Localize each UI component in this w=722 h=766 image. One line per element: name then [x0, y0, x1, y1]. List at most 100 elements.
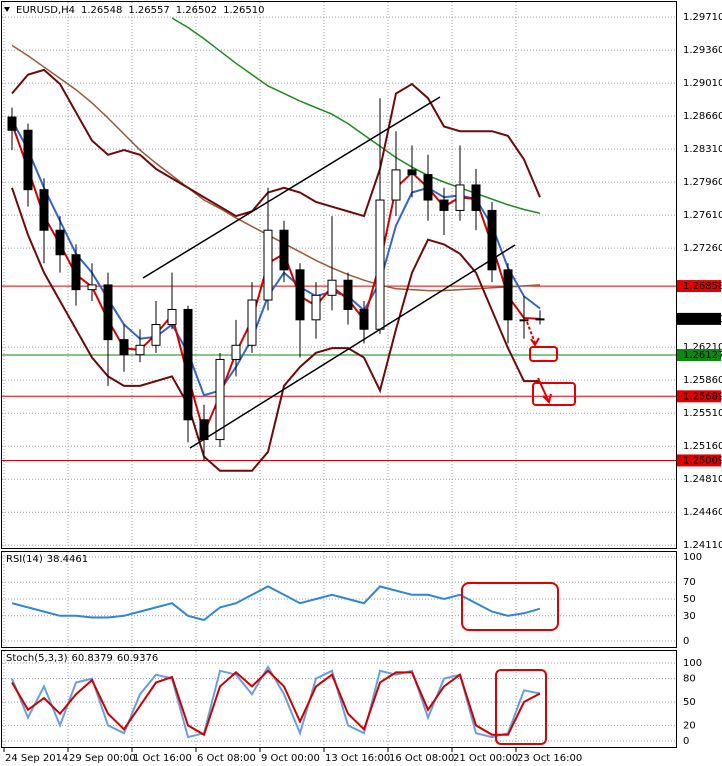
candle-body: [7, 116, 17, 131]
y-tick-label: 1.28310: [683, 144, 722, 155]
indicator-line: [11, 669, 541, 737]
candle-body: [247, 299, 257, 346]
x-tick-label: 24 Sep 2014: [5, 753, 68, 764]
indicator-line: [11, 585, 541, 622]
candle-body: [279, 229, 289, 271]
y-tick-label: 0: [683, 736, 689, 747]
indicator-line: [11, 68, 541, 218]
y-tick-label: 1.29360: [683, 45, 722, 56]
candle-body: [535, 318, 545, 321]
y-tick-label: 1.27610: [683, 210, 722, 221]
candle-body: [71, 254, 81, 291]
candle-body: [503, 269, 513, 321]
y-tick-label: 0: [683, 636, 689, 647]
candle-body: [519, 319, 529, 322]
candle-body: [263, 229, 273, 301]
candle-body: [103, 284, 113, 341]
candle-body: [343, 279, 353, 310]
candle-body: [167, 308, 177, 326]
x-tick-label: 13 Oct 16:00: [325, 753, 390, 764]
y-tick-label: 100: [683, 552, 702, 563]
y-tick-label: 1.27960: [683, 177, 722, 188]
candle-body: [327, 279, 337, 296]
chart-header: EURUSD,H4 1.26548 1.26557 1.26502 1.26510: [16, 5, 264, 16]
x-tick-label: 1 Oct 16:00: [133, 753, 192, 764]
header-value: 1.26502: [176, 5, 217, 16]
candle-body: [487, 209, 497, 271]
stoch-panel-frame: [1, 650, 677, 748]
candle-body: [375, 199, 385, 330]
candle-body: [423, 174, 433, 201]
y-tick-label: 1.26210: [683, 342, 722, 353]
candle-body: [231, 344, 241, 360]
indicator-line: [11, 187, 540, 472]
header-value: 1.26510: [223, 5, 264, 16]
indicator-value: 60.8379: [71, 653, 112, 664]
y-tick-label: 1.25860: [683, 375, 722, 386]
y-tick-label: 1.29010: [683, 78, 722, 89]
y-tick-label: 1.25510: [683, 408, 722, 419]
price-label: 1.25009: [683, 455, 722, 466]
annotations: [461, 321, 576, 745]
x-tick-label: 21 Oct 00:00: [453, 753, 518, 764]
panel-title: Stoch(5,3,3) 60.8379 60.9376: [6, 653, 158, 664]
arrow-head: [530, 337, 540, 347]
rsi-panel-frame: [1, 551, 677, 648]
candle-body: [183, 308, 193, 421]
indicator-line: [11, 123, 541, 437]
arrow-head: [542, 393, 552, 404]
price-label: 1.25689: [683, 391, 722, 402]
target-box: [529, 346, 558, 362]
stoch-highlight: [495, 669, 547, 745]
y-tick-label: 1.27260: [683, 243, 722, 254]
main-panel-frame: [1, 1, 677, 549]
candle-body: [39, 189, 49, 231]
channel-lower-line: [189, 244, 516, 449]
price-label-bg: [677, 349, 721, 362]
symbol: EURUSD,H4: [16, 5, 75, 16]
y-tick-label: 1.28660: [683, 111, 722, 122]
price-label-bg: [677, 312, 721, 325]
candle-body: [471, 184, 481, 211]
y-tick-label: 50: [683, 697, 696, 708]
y-tick-label: 80: [683, 674, 696, 685]
y-tick-label: 1.24810: [683, 474, 722, 485]
y-tick-label: 30: [683, 611, 696, 622]
price-label: 1.26127: [683, 350, 722, 361]
x-tick-label: 29 Sep 00:00: [69, 753, 136, 764]
menu-triangle: [4, 7, 10, 12]
indicator-line: [11, 119, 541, 397]
price-label-bg: [677, 454, 721, 467]
header-value: 1.26548: [81, 5, 122, 16]
indicator-value: 60.9376: [117, 653, 158, 664]
panel-title: RSI(14) 38.4461: [6, 554, 88, 565]
candle-body: [295, 269, 305, 321]
candle-body: [87, 284, 97, 291]
price-label: 1.26858: [683, 281, 722, 292]
y-tick-label: 1.25160: [683, 441, 722, 452]
price-label-bg: [677, 390, 721, 403]
price-label: 1.26510: [683, 314, 722, 325]
header-value: 1.26557: [128, 5, 169, 16]
arrow-line: [537, 377, 549, 401]
candle-body: [215, 358, 225, 441]
y-tick-label: 50: [683, 594, 696, 605]
y-tick-label: 70: [683, 577, 696, 588]
indicator-name: Stoch(5,3,3): [6, 653, 68, 664]
y-tick-label: 20: [683, 720, 696, 731]
channel-upper-line: [142, 96, 441, 279]
labels: 24 Sep 2014 29 Sep 00:001 Oct 16:00 6 Oct …: [3, 5, 722, 764]
candle-body: [119, 339, 129, 356]
candle-body: [439, 199, 449, 211]
indicator-line: [11, 664, 541, 739]
candle-body: [151, 324, 161, 346]
y-tick-label: 1.29710: [683, 12, 722, 23]
y-tick-label: 1.24460: [683, 507, 722, 518]
indicator-value: 38.4461: [47, 554, 88, 565]
arrow-dashed: [526, 321, 536, 344]
candle-body: [311, 294, 321, 321]
candle-body: [23, 129, 33, 191]
x-tick-label: 6 Oct 08:00: [197, 753, 256, 764]
y-tick-label: 100: [683, 658, 702, 669]
